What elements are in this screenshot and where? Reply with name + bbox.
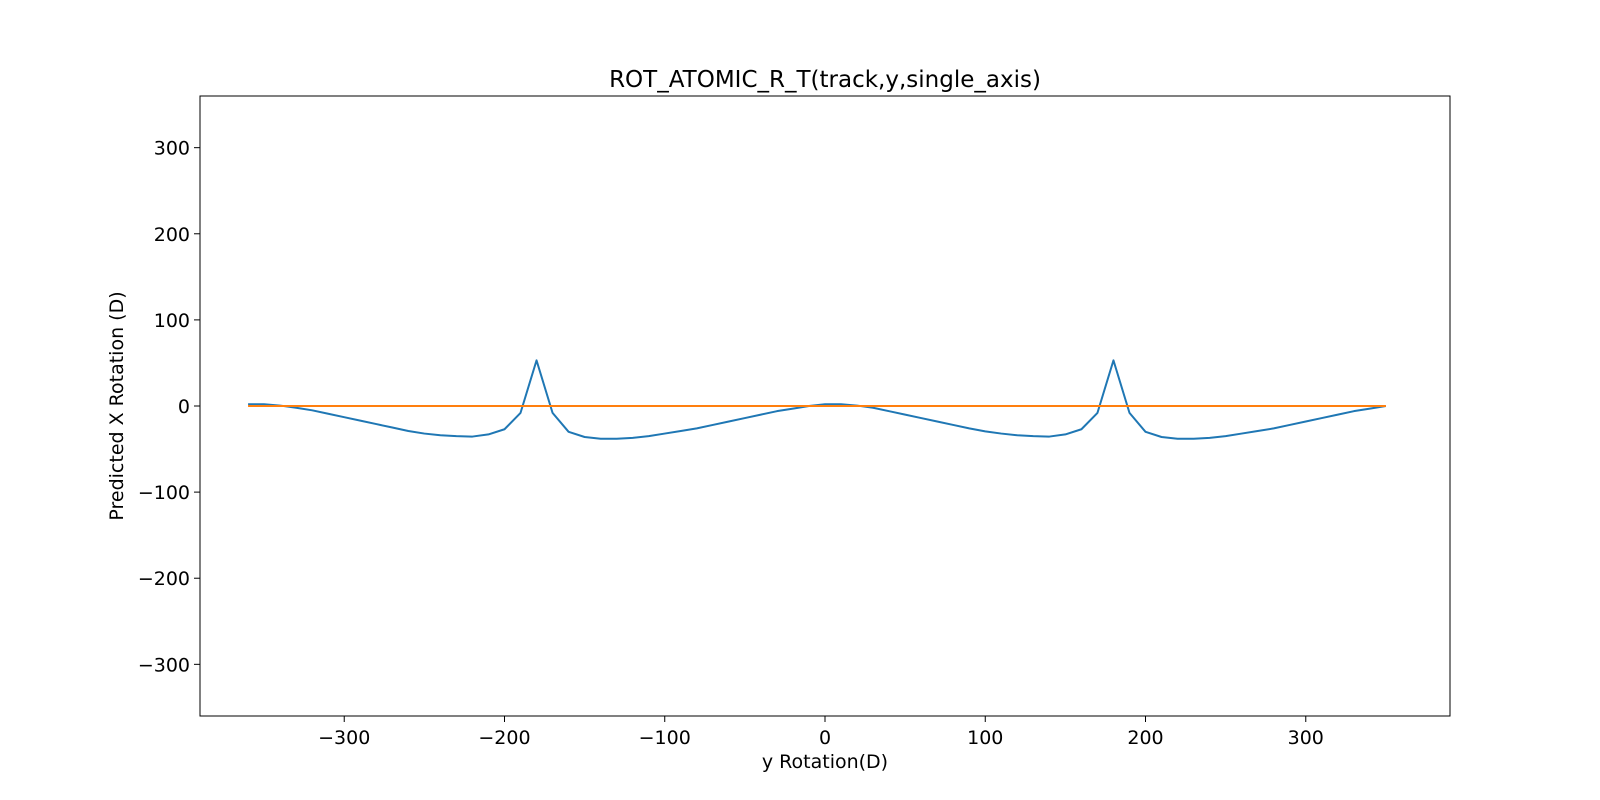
x-tick-label: 300 (1288, 727, 1324, 749)
x-tick-label: −200 (478, 727, 530, 749)
x-tick-label: −300 (318, 727, 370, 749)
y-tick-label: 100 (154, 310, 190, 332)
x-axis: −300 −200 −100 0 100 200 300 (318, 716, 1324, 749)
x-axis-label: y Rotation(D) (762, 751, 888, 773)
x-tick-label: 200 (1127, 727, 1163, 749)
y-axis-label: Predicted X Rotation (D) (106, 291, 128, 520)
y-tick-label: −100 (138, 482, 190, 504)
y-tick-label: −200 (138, 568, 190, 590)
plot-lines (248, 359, 1387, 440)
y-tick-label: 300 (154, 138, 190, 160)
x-tick-label: 100 (967, 727, 1003, 749)
x-tick-label: −100 (639, 727, 691, 749)
y-tick-label: −300 (138, 654, 190, 676)
y-tick-label: 200 (154, 224, 190, 246)
y-axis: −300 −200 −100 0 100 200 300 (138, 138, 200, 676)
x-tick-label: 0 (819, 727, 831, 749)
series-line-1 (248, 359, 1387, 440)
y-tick-label: 0 (178, 396, 190, 418)
chart-title: ROT_ATOMIC_R_T(track,y,single_axis) (609, 67, 1041, 93)
